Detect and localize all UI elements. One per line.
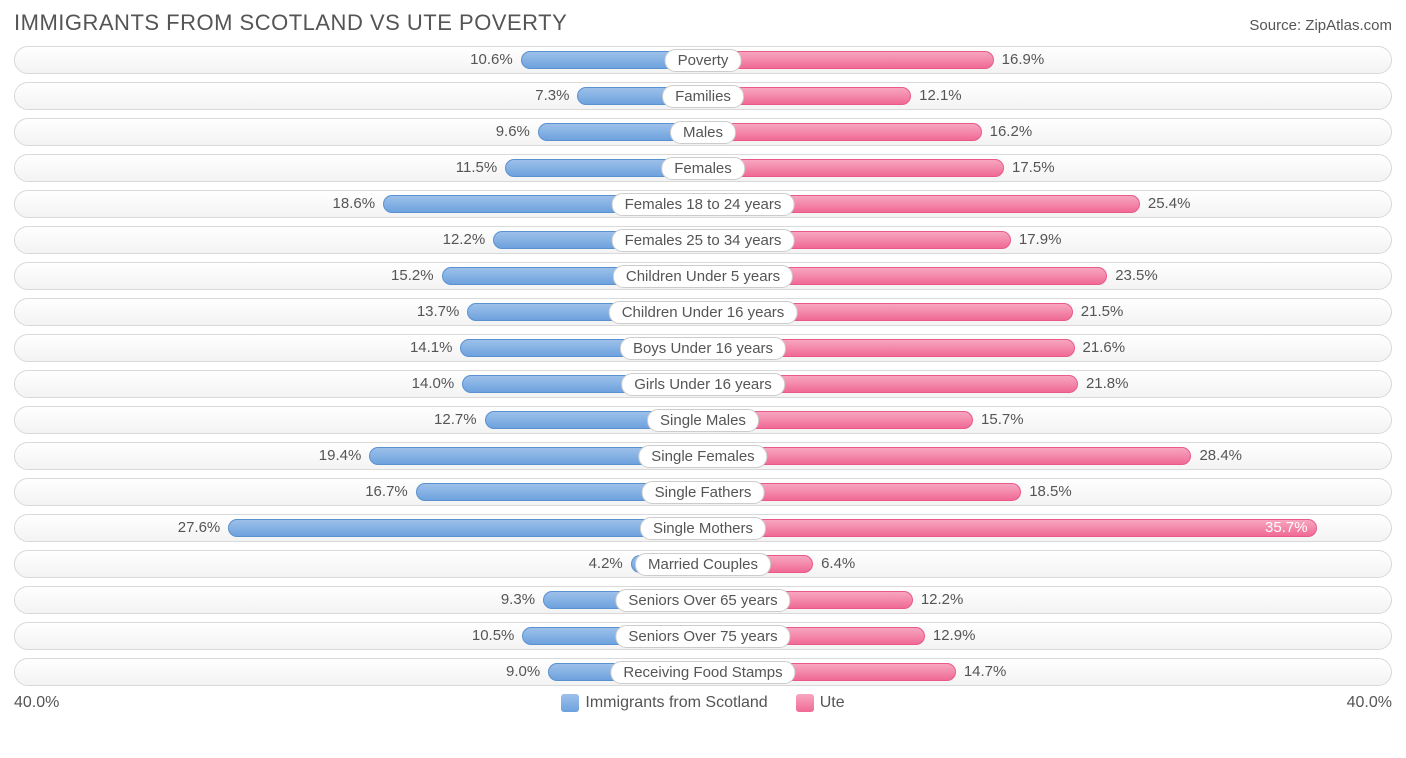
category-label: Males [670,121,736,144]
category-label: Poverty [665,49,742,72]
chart-row: 27.6% 35.7% Single Mothers [14,514,1392,542]
category-label: Single Mothers [640,517,766,540]
category-label: Females 18 to 24 years [612,193,795,216]
category-label: Single Males [647,409,759,432]
value-right: 14.7% [964,659,1007,685]
chart-row: 4.2% 6.4% Married Couples [14,550,1392,578]
bar-right [703,123,982,141]
legend-item-left: Immigrants from Scotland [561,694,767,712]
chart-row: 10.6% 16.9% Poverty [14,46,1392,74]
bar-right [703,159,1004,177]
value-left: 9.3% [501,587,535,613]
value-left: 7.3% [535,83,569,109]
legend: Immigrants from Scotland Ute [59,694,1346,712]
value-left: 18.6% [333,191,376,217]
category-label: Single Females [638,445,767,468]
category-label: Boys Under 16 years [620,337,786,360]
value-left: 9.0% [506,659,540,685]
chart-title: IMMIGRANTS FROM SCOTLAND VS UTE POVERTY [14,10,567,36]
category-label: Receiving Food Stamps [610,661,795,684]
value-left: 14.0% [412,371,455,397]
value-left: 14.1% [410,335,453,361]
chart-row: 9.3% 12.2% Seniors Over 65 years [14,586,1392,614]
bar-right [703,447,1191,465]
value-right: 18.5% [1029,479,1072,505]
bar-right [703,51,994,69]
category-label: Girls Under 16 years [621,373,785,396]
value-right: 16.2% [990,119,1033,145]
value-left: 15.2% [391,263,434,289]
chart-row: 10.5% 12.9% Seniors Over 75 years [14,622,1392,650]
value-right: 25.4% [1148,191,1191,217]
chart-row: 14.1% 21.6% Boys Under 16 years [14,334,1392,362]
value-left: 16.7% [365,479,408,505]
category-label: Seniors Over 65 years [615,589,790,612]
chart-header: IMMIGRANTS FROM SCOTLAND VS UTE POVERTY … [14,10,1392,36]
chart-row: 13.7% 21.5% Children Under 16 years [14,298,1392,326]
value-right: 15.7% [981,407,1024,433]
chart-row: 9.0% 14.7% Receiving Food Stamps [14,658,1392,686]
value-left: 12.7% [434,407,477,433]
legend-item-right: Ute [796,694,845,712]
axis-max-right: 40.0% [1347,694,1392,712]
legend-label-left: Immigrants from Scotland [585,694,767,712]
axis-max-left: 40.0% [14,694,59,712]
category-label: Children Under 16 years [609,301,798,324]
value-left: 10.6% [470,47,513,73]
chart-row: 12.7% 15.7% Single Males [14,406,1392,434]
chart-row: 16.7% 18.5% Single Fathers [14,478,1392,506]
category-label: Married Couples [635,553,771,576]
category-label: Families [662,85,744,108]
value-right: 28.4% [1199,443,1242,469]
value-left: 12.2% [443,227,486,253]
source-prefix: Source: [1249,17,1305,34]
category-label: Females 25 to 34 years [612,229,795,252]
chart-source: Source: ZipAtlas.com [1249,17,1392,34]
bar-left [228,519,703,537]
value-right: 12.9% [933,623,976,649]
chart-row: 14.0% 21.8% Girls Under 16 years [14,370,1392,398]
legend-swatch-left [561,694,579,712]
value-right: 35.7% [1265,515,1308,541]
value-right: 23.5% [1115,263,1158,289]
value-right: 6.4% [821,551,855,577]
category-label: Single Fathers [642,481,765,504]
value-right: 17.9% [1019,227,1062,253]
value-left: 10.5% [472,623,515,649]
value-right: 21.8% [1086,371,1129,397]
value-right: 12.1% [919,83,962,109]
value-right: 21.5% [1081,299,1124,325]
value-left: 9.6% [496,119,530,145]
chart-row: 11.5% 17.5% Females [14,154,1392,182]
value-left: 13.7% [417,299,460,325]
chart-row: 19.4% 28.4% Single Females [14,442,1392,470]
chart-row: 9.6% 16.2% Males [14,118,1392,146]
value-left: 4.2% [589,551,623,577]
value-left: 11.5% [456,155,497,181]
category-label: Children Under 5 years [613,265,793,288]
diverging-bar-chart: 10.6% 16.9% Poverty 7.3% 12.1% Families 9.6% 16… [14,46,1392,686]
chart-footer: 40.0% Immigrants from Scotland Ute 40.0% [14,694,1392,712]
value-right: 12.2% [921,587,964,613]
value-right: 17.5% [1012,155,1055,181]
bar-right [703,519,1317,537]
value-right: 21.6% [1083,335,1126,361]
category-label: Seniors Over 75 years [615,625,790,648]
chart-row: 12.2% 17.9% Females 25 to 34 years [14,226,1392,254]
value-left: 19.4% [319,443,362,469]
legend-label-right: Ute [820,694,845,712]
chart-row: 15.2% 23.5% Children Under 5 years [14,262,1392,290]
source-name: ZipAtlas.com [1305,17,1392,34]
value-left: 27.6% [178,515,221,541]
chart-row: 7.3% 12.1% Families [14,82,1392,110]
value-right: 16.9% [1002,47,1045,73]
category-label: Females [661,157,745,180]
chart-row: 18.6% 25.4% Females 18 to 24 years [14,190,1392,218]
legend-swatch-right [796,694,814,712]
